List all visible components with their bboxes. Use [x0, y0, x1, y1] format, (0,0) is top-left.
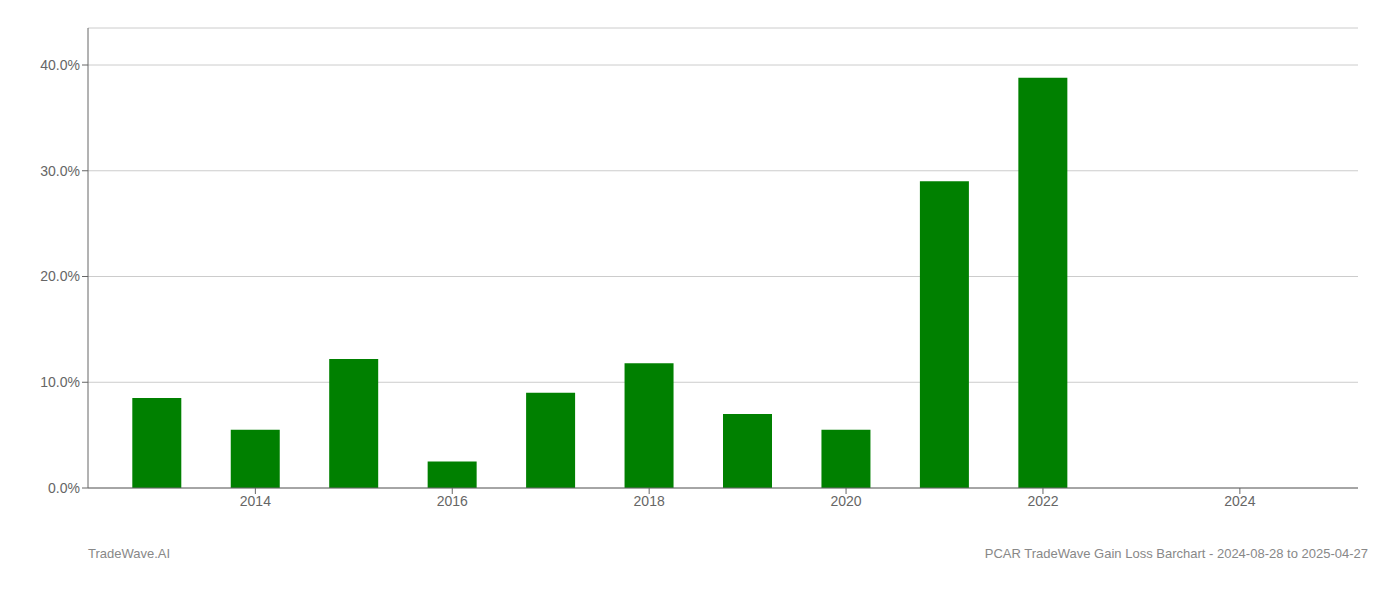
svg-text:2022: 2022 — [1027, 493, 1058, 509]
svg-text:2014: 2014 — [240, 493, 271, 509]
svg-text:2020: 2020 — [830, 493, 861, 509]
svg-text:0.0%: 0.0% — [48, 480, 80, 496]
svg-text:40.0%: 40.0% — [40, 57, 80, 73]
html-text:PCAR TradeWave Gain Loss Barch: PCAR TradeWave Gain Loss Barchart - 2024… — [984, 546, 1368, 561]
svg-text:2018: 2018 — [634, 493, 665, 509]
svg-text:30.0%: 30.0% — [40, 163, 80, 179]
svg-text:2024: 2024 — [1224, 493, 1255, 509]
svg-text:2016: 2016 — [437, 493, 468, 509]
html-text:TradeWave.AI: TradeWave.AI — [88, 546, 171, 561]
svg-text:20.0%: 20.0% — [40, 268, 80, 284]
svg-text:10.0%: 10.0% — [40, 374, 80, 390]
